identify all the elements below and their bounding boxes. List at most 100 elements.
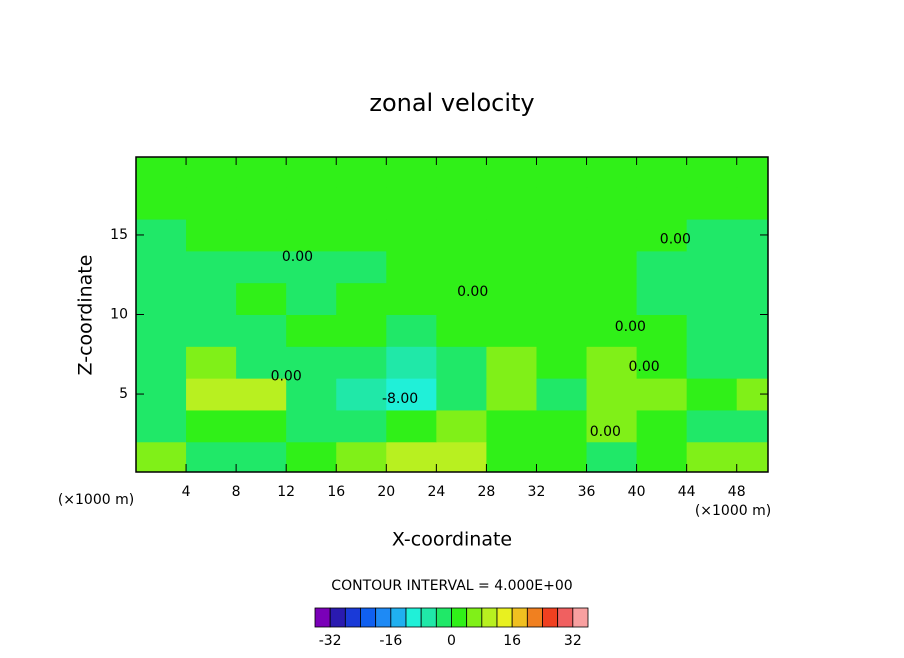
contour-label: 0.00	[629, 359, 660, 375]
field-cell	[736, 314, 769, 347]
field-cell	[586, 157, 638, 188]
x-tick-label: 4	[182, 484, 191, 500]
x-tick-label: 36	[578, 484, 596, 500]
field-cell	[686, 346, 738, 379]
field-cell	[636, 346, 688, 379]
y-tick-label: 5	[119, 386, 128, 402]
field-cell	[736, 157, 769, 188]
field-cell	[536, 378, 588, 411]
contour-label: 0.00	[615, 319, 646, 335]
field-cell	[636, 250, 688, 284]
field-cell	[436, 441, 487, 473]
contour-label: 0.00	[271, 369, 302, 385]
field-cell	[286, 219, 337, 252]
field-cell	[636, 187, 688, 220]
colorbar-box	[435, 607, 452, 628]
field-cell	[236, 378, 287, 411]
field-cell	[286, 282, 337, 315]
field-cell	[636, 157, 688, 188]
field-cell	[586, 346, 638, 379]
field-cell	[336, 282, 387, 315]
colorbar-box	[572, 607, 589, 628]
field-cell	[436, 250, 487, 284]
field-cell	[136, 250, 187, 284]
field-cell	[186, 441, 237, 473]
field-cell	[336, 157, 387, 188]
field-cell	[386, 219, 437, 252]
colorbar-box	[329, 607, 346, 628]
field-cell	[236, 441, 287, 473]
y-tick-label: 15	[110, 227, 128, 243]
colorbar-title: CONTOUR INTERVAL = 4.000E+00	[331, 578, 572, 594]
field-cell	[336, 346, 387, 379]
field-cell	[686, 157, 738, 188]
field-cell	[186, 157, 237, 188]
field-cell	[186, 219, 237, 252]
colorbar-tick-label: -16	[379, 633, 402, 649]
x-tick-label: 8	[232, 484, 241, 500]
field-cell	[286, 378, 337, 411]
field-cell	[536, 219, 588, 252]
field-cell	[736, 441, 769, 473]
field-cell	[336, 314, 387, 347]
y-tick-label: 10	[110, 307, 128, 323]
colorbar-box	[542, 607, 559, 628]
field-cell	[486, 157, 537, 188]
field-cell	[236, 282, 287, 315]
field-cell	[186, 250, 237, 284]
field-cell	[386, 314, 437, 347]
x-tick-label: 16	[327, 484, 345, 500]
colorbar-box	[466, 607, 483, 628]
field-cell	[136, 282, 187, 315]
field-cell	[336, 187, 387, 220]
colorbar-box	[557, 607, 574, 628]
field-cell	[436, 314, 487, 347]
field-cell	[436, 378, 487, 411]
contour-label: 0.00	[282, 249, 313, 265]
field-cell	[386, 250, 437, 284]
field-cell	[286, 441, 337, 473]
field-cell	[486, 250, 537, 284]
field-cell	[486, 409, 537, 443]
colorbar-box	[481, 607, 498, 628]
x-axis-label: X-coordinate	[392, 529, 512, 551]
field-cell	[536, 157, 588, 188]
field-cell	[136, 441, 187, 473]
field-cell	[486, 282, 537, 315]
field-cell	[486, 314, 537, 347]
colorbar-box	[375, 607, 392, 628]
field-cell	[186, 187, 237, 220]
field-cell	[486, 346, 537, 379]
field-cell	[636, 219, 688, 252]
field-cell	[736, 187, 769, 220]
field-cell	[386, 378, 437, 411]
field-cell	[486, 441, 537, 473]
field-cell	[586, 441, 638, 473]
field-cell	[136, 157, 187, 188]
field-cell	[136, 219, 187, 252]
field-cell	[236, 187, 287, 220]
field-cell	[436, 282, 487, 315]
field-cell	[136, 314, 187, 347]
colorbar-box	[314, 607, 331, 628]
field-cell	[236, 250, 287, 284]
chart-title: zonal velocity	[369, 89, 534, 117]
field-cell	[436, 157, 487, 188]
field-cell	[436, 219, 487, 252]
field-cell	[536, 250, 588, 284]
x-unit-right: (×1000 m)	[695, 503, 771, 519]
field-cell	[536, 187, 588, 220]
field-cell	[386, 441, 437, 473]
field-cell	[586, 409, 638, 443]
field-cell	[286, 157, 337, 188]
field-cell	[386, 187, 437, 220]
field-cell	[536, 409, 588, 443]
field-cell	[386, 409, 437, 443]
y-axis-label: Z-coordinate	[75, 255, 97, 376]
field-cell	[686, 441, 738, 473]
colorbar-box	[511, 607, 528, 628]
field-cell	[636, 314, 688, 347]
contour-label: 0.00	[457, 284, 488, 300]
field-cell	[536, 346, 588, 379]
